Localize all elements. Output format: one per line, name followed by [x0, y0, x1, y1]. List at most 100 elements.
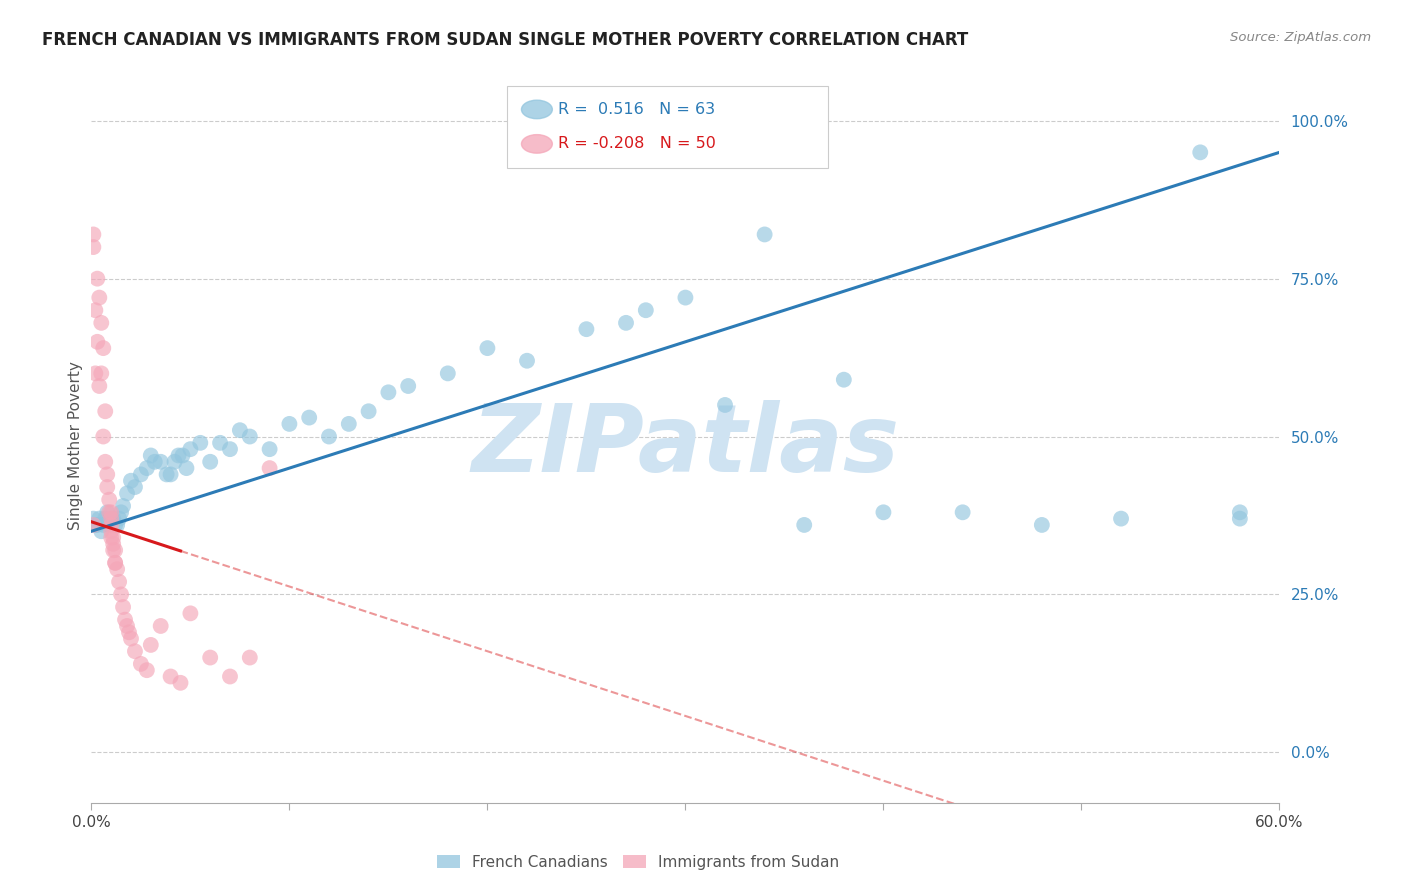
Point — [112, 499, 135, 513]
Point — [176, 461, 198, 475]
Point — [124, 644, 146, 658]
Point — [86, 334, 108, 349]
Point — [714, 398, 737, 412]
Point — [86, 517, 108, 532]
Point — [110, 587, 132, 601]
Point — [377, 385, 399, 400]
Point — [90, 316, 112, 330]
Point — [100, 517, 122, 532]
Point — [239, 429, 262, 443]
Point — [209, 435, 232, 450]
Point — [163, 455, 186, 469]
Point — [172, 449, 194, 463]
Point — [108, 511, 131, 525]
Point — [101, 537, 124, 551]
Point — [1189, 145, 1212, 160]
Point — [135, 663, 157, 677]
Y-axis label: Single Mother Poverty: Single Mother Poverty — [67, 361, 83, 531]
Point — [101, 543, 124, 558]
Point — [98, 505, 121, 519]
Point — [112, 600, 135, 615]
Point — [86, 271, 108, 285]
Point — [100, 511, 122, 525]
Text: R = -0.208   N = 50: R = -0.208 N = 50 — [558, 136, 716, 152]
Point — [239, 650, 262, 665]
Point — [104, 543, 127, 558]
Point — [167, 449, 190, 463]
Point — [139, 638, 162, 652]
Circle shape — [522, 135, 553, 153]
Point — [159, 467, 181, 482]
Point — [357, 404, 380, 418]
Point — [120, 632, 142, 646]
Point — [84, 367, 107, 381]
Point — [396, 379, 419, 393]
Point — [89, 511, 111, 525]
Point — [139, 449, 162, 463]
Point — [82, 517, 104, 532]
Point — [156, 467, 179, 482]
Point — [120, 474, 142, 488]
Point — [143, 455, 166, 469]
Point — [94, 404, 117, 418]
Point — [614, 316, 637, 330]
Text: ZIPatlas: ZIPatlas — [471, 400, 900, 492]
Point — [1109, 511, 1132, 525]
Point — [477, 341, 499, 355]
Point — [754, 227, 776, 242]
Point — [436, 367, 458, 381]
Point — [516, 353, 538, 368]
Point — [96, 480, 118, 494]
Point — [94, 511, 117, 525]
Point — [188, 435, 211, 450]
Point — [229, 423, 252, 437]
Point — [259, 461, 281, 475]
Point — [200, 650, 222, 665]
Point — [100, 531, 122, 545]
Point — [91, 341, 114, 355]
Point — [115, 486, 138, 500]
Point — [96, 467, 118, 482]
Point — [793, 517, 815, 532]
Point — [278, 417, 301, 431]
Point — [318, 429, 340, 443]
Point — [219, 669, 242, 683]
Point — [179, 442, 201, 457]
Point — [129, 467, 152, 482]
Point — [1031, 517, 1053, 532]
Point — [104, 556, 127, 570]
Point — [90, 367, 112, 381]
Point — [84, 517, 107, 532]
Point — [98, 492, 121, 507]
Point — [96, 505, 118, 519]
Point — [1229, 505, 1251, 519]
Point — [94, 455, 117, 469]
Point — [634, 303, 657, 318]
Point — [124, 480, 146, 494]
Point — [100, 524, 122, 539]
Point — [91, 429, 114, 443]
Point — [82, 227, 104, 242]
Point — [149, 455, 172, 469]
Point — [101, 531, 124, 545]
Point — [91, 517, 114, 532]
Point — [104, 556, 127, 570]
FancyBboxPatch shape — [508, 86, 828, 168]
Point — [110, 505, 132, 519]
Text: FRENCH CANADIAN VS IMMIGRANTS FROM SUDAN SINGLE MOTHER POVERTY CORRELATION CHART: FRENCH CANADIAN VS IMMIGRANTS FROM SUDAN… — [42, 31, 969, 49]
Point — [169, 675, 191, 690]
Point — [105, 562, 128, 576]
Point — [101, 511, 124, 525]
Point — [135, 461, 157, 475]
Point — [575, 322, 598, 336]
Point — [159, 669, 181, 683]
Point — [673, 291, 696, 305]
Point — [89, 291, 111, 305]
Point — [108, 574, 131, 589]
Point — [259, 442, 281, 457]
Point — [129, 657, 152, 671]
Point — [179, 607, 201, 621]
Point — [90, 524, 112, 539]
Point — [1229, 511, 1251, 525]
Text: R =  0.516   N = 63: R = 0.516 N = 63 — [558, 102, 716, 117]
